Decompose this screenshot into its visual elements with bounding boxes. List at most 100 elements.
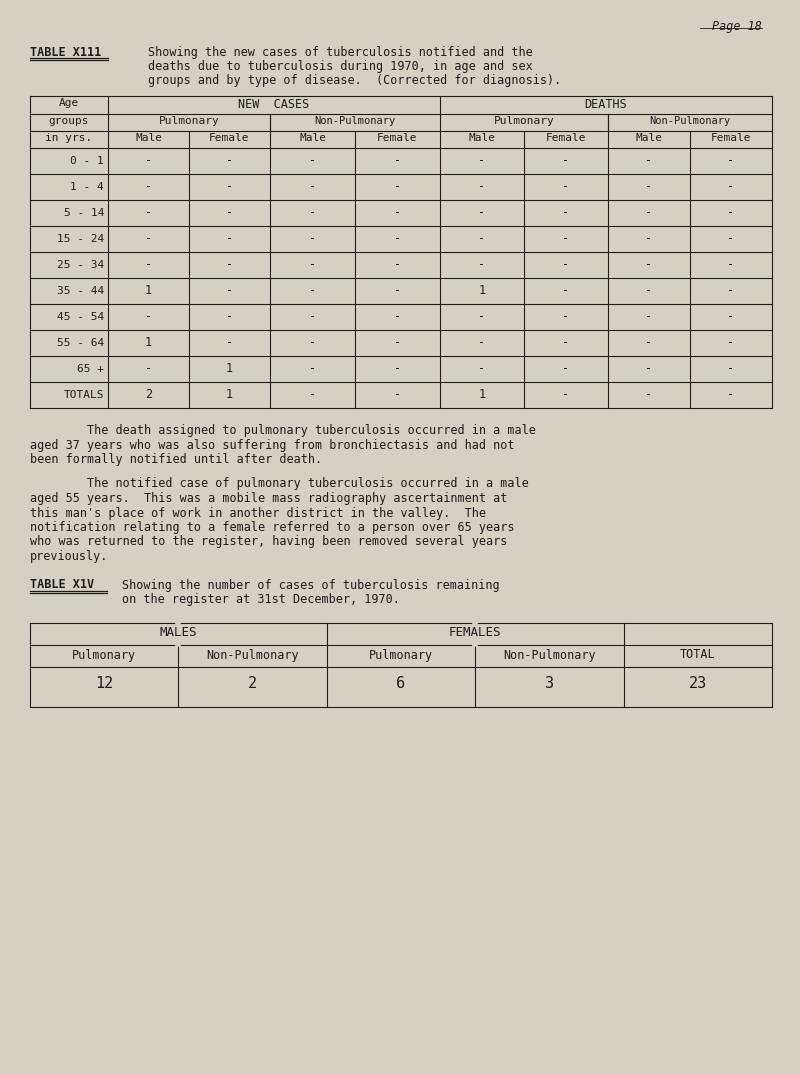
Text: 1: 1 xyxy=(226,363,233,376)
Text: Male: Male xyxy=(469,133,495,143)
Text: 1 - 4: 1 - 4 xyxy=(70,182,104,192)
Text: -: - xyxy=(394,389,401,402)
Text: -: - xyxy=(309,336,316,349)
Text: Female: Female xyxy=(710,133,751,143)
Text: -: - xyxy=(309,232,316,246)
Text: 45 - 54: 45 - 54 xyxy=(57,313,104,322)
Text: -: - xyxy=(727,285,734,297)
Text: -: - xyxy=(727,363,734,376)
Text: DEATHS: DEATHS xyxy=(585,98,627,111)
Text: -: - xyxy=(478,336,486,349)
Text: Female: Female xyxy=(546,133,586,143)
Text: been formally notified until after death.: been formally notified until after death… xyxy=(30,453,322,466)
Text: -: - xyxy=(727,310,734,323)
Text: MALES: MALES xyxy=(160,626,197,639)
Text: -: - xyxy=(646,232,653,246)
Text: Pulmonary: Pulmonary xyxy=(494,116,554,126)
Text: -: - xyxy=(727,180,734,193)
Text: 2: 2 xyxy=(248,677,257,692)
Text: -: - xyxy=(226,155,233,168)
Text: -: - xyxy=(562,155,570,168)
Text: TABLE X1V: TABLE X1V xyxy=(30,579,94,592)
Text: 1: 1 xyxy=(226,389,233,402)
Text: 25 - 34: 25 - 34 xyxy=(57,260,104,270)
Text: -: - xyxy=(478,232,486,246)
Text: 55 - 64: 55 - 64 xyxy=(57,338,104,348)
Text: -: - xyxy=(226,259,233,272)
Text: Female: Female xyxy=(210,133,250,143)
Text: Page 18: Page 18 xyxy=(712,20,762,33)
Text: -: - xyxy=(478,180,486,193)
Text: -: - xyxy=(226,336,233,349)
Text: -: - xyxy=(727,206,734,219)
Text: -: - xyxy=(145,155,152,168)
Text: -: - xyxy=(309,310,316,323)
Text: -: - xyxy=(394,259,401,272)
Text: -: - xyxy=(478,155,486,168)
Text: 2: 2 xyxy=(145,389,152,402)
Text: -: - xyxy=(394,206,401,219)
Text: 1: 1 xyxy=(478,389,486,402)
Text: -: - xyxy=(309,155,316,168)
Text: -: - xyxy=(309,285,316,297)
Text: Male: Male xyxy=(635,133,662,143)
Text: Non-Pulmonary: Non-Pulmonary xyxy=(314,116,396,126)
Text: -: - xyxy=(394,336,401,349)
Text: -: - xyxy=(562,285,570,297)
Text: 1: 1 xyxy=(478,285,486,297)
Text: Non-Pulmonary: Non-Pulmonary xyxy=(503,649,596,662)
Text: 3: 3 xyxy=(545,677,554,692)
Text: -: - xyxy=(394,363,401,376)
Text: Showing the new cases of tuberculosis notified and the: Showing the new cases of tuberculosis no… xyxy=(148,46,533,59)
Text: -: - xyxy=(145,206,152,219)
Text: -: - xyxy=(478,363,486,376)
Text: -: - xyxy=(478,206,486,219)
Text: FEMALES: FEMALES xyxy=(449,626,502,639)
Text: 65 +: 65 + xyxy=(77,364,104,374)
Text: -: - xyxy=(727,232,734,246)
Text: -: - xyxy=(394,155,401,168)
Text: NEW  CASES: NEW CASES xyxy=(238,98,310,111)
Text: The notified case of pulmonary tuberculosis occurred in a male: The notified case of pulmonary tuberculo… xyxy=(30,478,529,491)
Text: on the register at 31st December, 1970.: on the register at 31st December, 1970. xyxy=(122,593,400,606)
Text: -: - xyxy=(145,363,152,376)
Text: Male: Male xyxy=(299,133,326,143)
Text: -: - xyxy=(226,206,233,219)
Text: -: - xyxy=(562,206,570,219)
Text: 6: 6 xyxy=(397,677,406,692)
Text: -: - xyxy=(646,336,653,349)
Text: -: - xyxy=(145,310,152,323)
Text: -: - xyxy=(727,336,734,349)
Text: 1: 1 xyxy=(145,336,152,349)
Text: -: - xyxy=(646,310,653,323)
Text: aged 37 years who was also suffering from bronchiectasis and had not: aged 37 years who was also suffering fro… xyxy=(30,438,514,451)
Text: -: - xyxy=(226,232,233,246)
Text: TOTAL: TOTAL xyxy=(680,649,716,662)
Text: previously.: previously. xyxy=(30,550,108,563)
Text: -: - xyxy=(309,206,316,219)
Text: -: - xyxy=(727,155,734,168)
Text: -: - xyxy=(562,310,570,323)
Text: Male: Male xyxy=(135,133,162,143)
Text: -: - xyxy=(145,259,152,272)
Text: -: - xyxy=(646,285,653,297)
Text: 5 - 14: 5 - 14 xyxy=(63,208,104,218)
Text: -: - xyxy=(478,310,486,323)
Text: -: - xyxy=(646,155,653,168)
Text: -: - xyxy=(562,259,570,272)
Text: notification relating to a female referred to a person over 65 years: notification relating to a female referr… xyxy=(30,521,514,534)
Text: TOTALS: TOTALS xyxy=(63,390,104,400)
Text: -: - xyxy=(309,389,316,402)
Text: -: - xyxy=(478,259,486,272)
Text: Pulmonary: Pulmonary xyxy=(72,649,136,662)
Text: Female: Female xyxy=(378,133,418,143)
Text: -: - xyxy=(562,363,570,376)
Text: 1: 1 xyxy=(145,285,152,297)
Text: deaths due to tuberculosis during 1970, in age and sex: deaths due to tuberculosis during 1970, … xyxy=(148,60,533,73)
Text: 0 - 1: 0 - 1 xyxy=(70,156,104,166)
Text: -: - xyxy=(562,389,570,402)
Text: 15 - 24: 15 - 24 xyxy=(57,234,104,244)
Text: -: - xyxy=(226,285,233,297)
Text: -: - xyxy=(646,259,653,272)
Text: who was returned to the register, having been removed several years: who was returned to the register, having… xyxy=(30,536,507,549)
